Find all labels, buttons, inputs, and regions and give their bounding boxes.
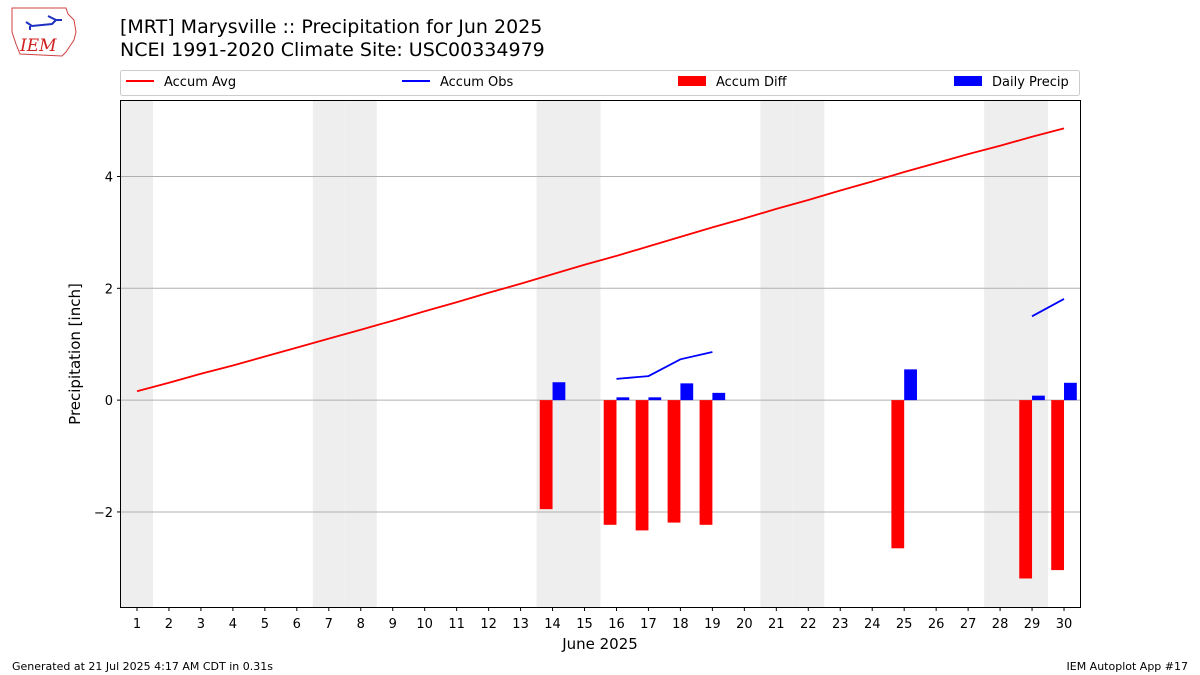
iem-logo: IEM [11,7,77,57]
weather-station-icon [25,15,62,30]
daily-precip-bar [680,383,694,401]
legend-label: Accum Avg [164,75,236,90]
x-tick-label: 7 [325,617,333,632]
generated-note: Generated at 21 Jul 2025 4:17 AM CDT in … [12,660,273,673]
x-tick-label: 24 [864,617,881,632]
daily-precip-bar [648,397,662,401]
legend: Accum Avg Accum Obs Accum Diff Daily Precip [120,70,1080,96]
daily-precip-bar [616,397,630,401]
x-tick-label: 5 [261,617,269,632]
weekend-band [121,101,153,607]
accum-diff-bar [603,400,617,525]
x-tick-label: 2 [165,617,173,632]
legend-label: Daily Precip [992,75,1069,90]
x-tick-label: 20 [736,617,753,632]
accum-diff-bar [635,400,649,531]
logo-text: IEM [19,36,57,56]
x-tick-label: 1 [133,617,141,632]
weekend-band [760,101,793,607]
daily-precip-bar [712,392,726,401]
legend-label: Accum Obs [440,75,513,90]
x-tick-label: 9 [389,617,397,632]
daily-precip-bar [552,382,566,401]
gridlines [121,175,1080,513]
x-tick-label: 26 [928,617,945,632]
accum-diff-bar [667,400,681,523]
accum-diff-bar [1051,400,1065,571]
daily-precip-bar [904,369,917,401]
x-tick-label: 22 [800,617,817,632]
weekend-band [536,101,569,607]
chart-subtitle: NCEI 1991-2020 Climate Site: USC00334979 [120,39,545,61]
plot-frame [120,100,1081,608]
x-tick-label: 6 [293,617,301,632]
x-tick-label: 14 [544,617,561,632]
accum-diff-bar [699,400,713,525]
x-tick-label: 23 [832,617,849,632]
x-tick-label: 4 [229,617,237,632]
x-tick-label: 28 [992,617,1009,632]
x-tick-label: 25 [896,617,913,632]
x-tick-label: 16 [608,617,625,632]
accum-diff-bar [539,400,553,510]
y-axis-label: Precipitation [inch] [66,283,84,425]
x-tick-label: 17 [640,617,657,632]
weekend-band [568,101,601,607]
x-tick-label: 8 [357,617,365,632]
x-tick-label: 15 [576,617,593,632]
x-axis-ticks: 1 2 3 4 5 6 7 8 9 10 11 12 13 14 15 16 17 18 19 20 21 22 23 24 2… [133,607,1072,632]
x-tick-label: 3 [197,617,205,632]
legend-swatch [954,76,982,86]
x-tick-label: 27 [960,617,977,632]
x-tick-label: 29 [1024,617,1041,632]
weekend-band [984,101,1017,607]
x-tick-label: 12 [480,617,497,632]
accum-obs-line [1031,298,1065,318]
x-tick-label: 11 [448,617,465,632]
y-tick-label: −2 [94,506,113,521]
accum-diff-bar [891,400,905,549]
x-tick-label: 18 [672,617,689,632]
legend-box [120,70,1080,96]
legend-swatch [678,76,706,86]
weekend-band [344,101,377,607]
bars [539,369,1077,579]
x-axis-label: June 2025 [561,635,638,653]
x-tick-label: 13 [512,617,529,632]
daily-precip-bar [1032,395,1045,401]
y-tick-label: 0 [105,394,113,409]
app-note: IEM Autoplot App #17 [1066,660,1189,673]
series-lines [136,127,1065,393]
x-tick-label: 19 [704,617,721,632]
chart-title: [MRT] Marysville :: Precipitation for Ju… [120,16,543,38]
x-tick-label: 10 [416,617,433,632]
y-axis-ticks: −2 0 2 4 [94,170,121,521]
weekend-band [312,101,345,607]
x-tick-label: 21 [768,617,785,632]
x-tick-label: 30 [1056,617,1073,632]
weekend-band [792,101,825,607]
legend-label: Accum Diff [716,75,788,90]
y-tick-label: 2 [105,282,113,297]
y-tick-label: 4 [105,170,113,185]
accum-obs-line [616,351,713,380]
accum-avg-line [136,127,1065,393]
accum-diff-bar [1019,400,1033,579]
daily-precip-bar [1064,382,1077,401]
